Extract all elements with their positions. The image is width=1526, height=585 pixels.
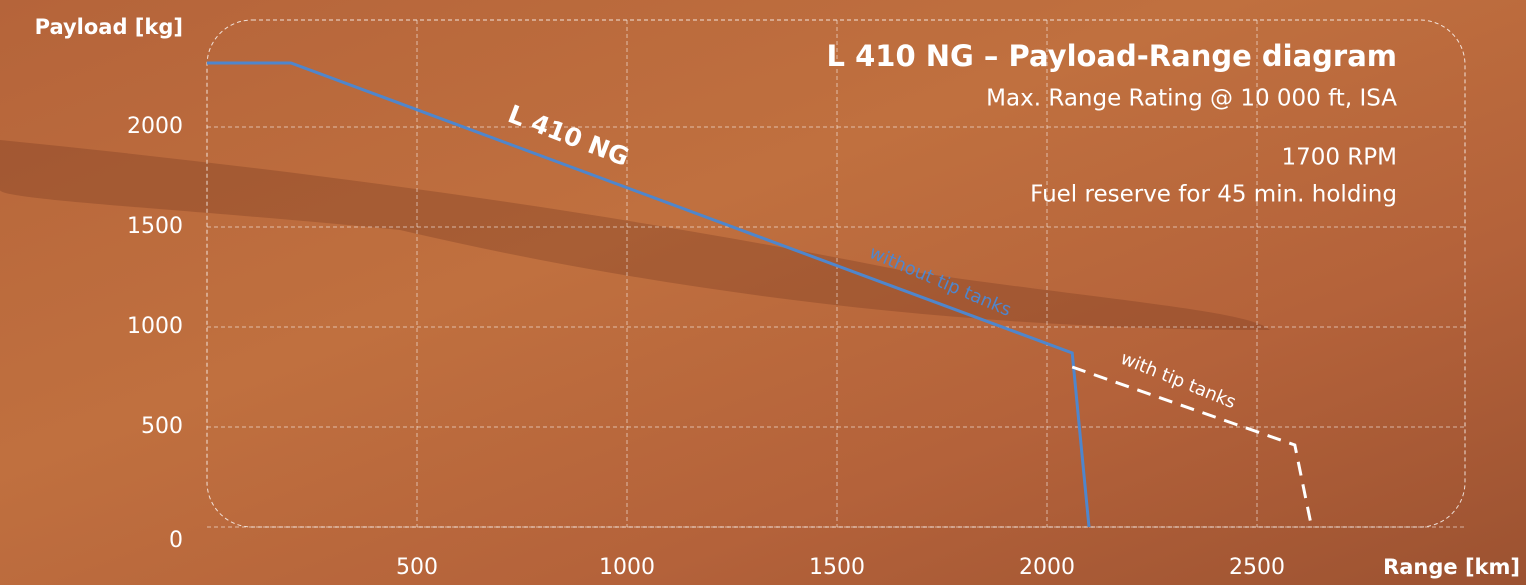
shadow — [0, 140, 1270, 330]
chart-title: L 410 NG – Payload-Range diagram — [827, 39, 1397, 73]
plot-frame — [206, 19, 1466, 528]
series-line — [207, 61, 1091, 528]
y-tick-label: 0 — [169, 528, 183, 553]
series-line — [1071, 365, 1314, 528]
subtitle: 1700 RPM — [1281, 145, 1397, 171]
y-tick-label: 1500 — [127, 214, 183, 239]
x-tick-label: 500 — [396, 555, 438, 580]
subtitle: Fuel reserve for 45 min. holding — [1030, 182, 1397, 208]
y-tick-label: 1000 — [127, 314, 183, 339]
x-tick-label: 2000 — [1019, 555, 1075, 580]
subtitle: Max. Range Rating @ 10 000 ft, ISA — [986, 86, 1397, 112]
x-tick-label: 1000 — [599, 555, 655, 580]
y-tick-label: 2000 — [127, 114, 183, 139]
x-axis-label: Range [km] — [1383, 555, 1520, 579]
x-tick-label: 2500 — [1229, 555, 1285, 580]
y-axis-label: Payload [kg] — [35, 15, 183, 39]
x-tick-label: 1500 — [809, 555, 865, 580]
y-tick-label: 500 — [141, 414, 183, 439]
